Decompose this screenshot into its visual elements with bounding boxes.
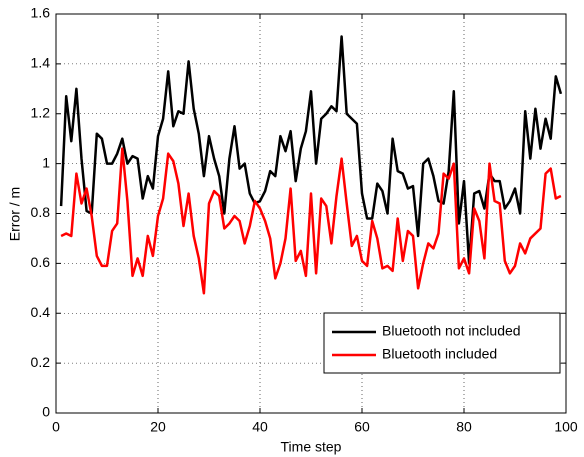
x-tick-label: 80 (456, 419, 472, 435)
plot-frame (55, 13, 567, 414)
y-tick-label: 1.2 (31, 104, 51, 120)
x-tick-label: 0 (52, 419, 60, 435)
y-tick-label: 1.6 (31, 5, 51, 21)
y-tick-label: 0.8 (31, 204, 51, 220)
legend-box (323, 312, 561, 374)
y-tick-label: 0.4 (31, 304, 51, 320)
legend-label: Bluetooth included (382, 346, 497, 362)
legend-label: Bluetooth not included (382, 323, 521, 339)
x-tick-label: 20 (150, 419, 166, 435)
x-axis-label: Time step (281, 439, 342, 455)
y-tick-label: 0.6 (31, 254, 51, 270)
y-axis-label: Error / m (7, 187, 23, 241)
y-tick-label: 0 (42, 404, 50, 420)
y-tick-label: 0.2 (31, 354, 51, 370)
x-tick-label: 40 (252, 419, 268, 435)
series-line (60, 147, 562, 295)
x-tick-label: 60 (354, 419, 370, 435)
x-tick-label: 100 (554, 419, 578, 435)
y-tick-label: 1 (42, 154, 50, 170)
y-tick-label: 1.4 (31, 55, 51, 71)
series-line (59, 35, 563, 265)
